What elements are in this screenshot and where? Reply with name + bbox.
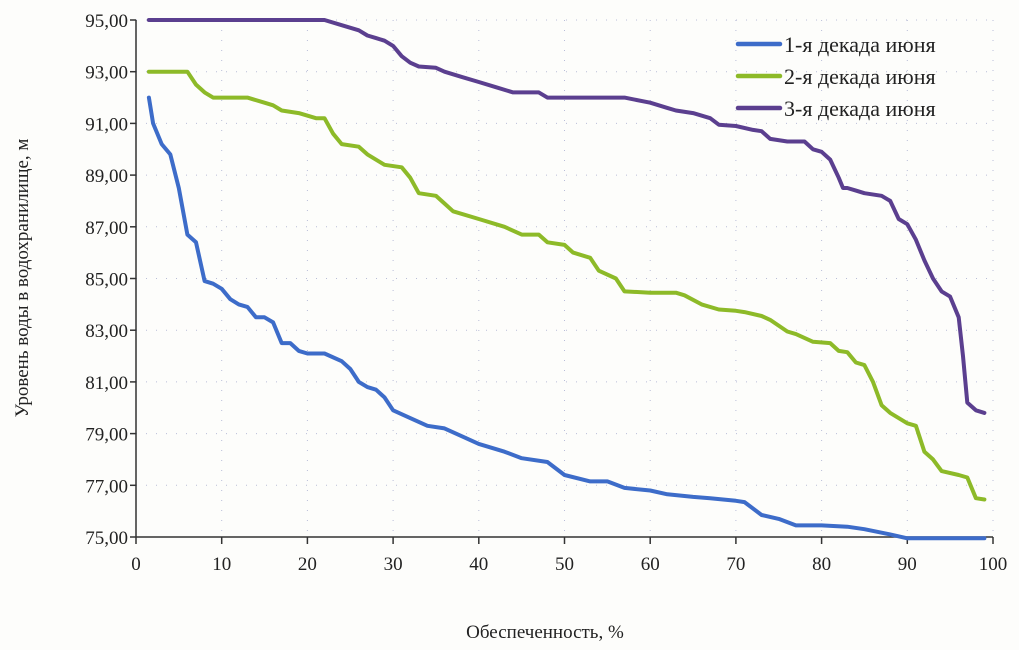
y-tick-label: 77,00 <box>85 476 128 497</box>
legend-label-1: 1-я декада июня <box>784 32 936 57</box>
x-axis-label: Обеспеченность, % <box>466 622 624 643</box>
y-tick-label: 83,00 <box>85 321 128 342</box>
y-tick-label: 95,00 <box>85 11 128 32</box>
series-line-3 <box>146 18 987 415</box>
y-tick-label: 79,00 <box>85 425 128 446</box>
y-tick-label: 89,00 <box>85 166 128 187</box>
x-tick-label: 10 <box>212 554 231 575</box>
legend-label-3: 3-я декада июня <box>784 96 936 121</box>
y-tick-label: 81,00 <box>85 373 128 394</box>
x-tick-label: 30 <box>384 554 403 575</box>
series-lines <box>146 18 987 541</box>
legend-label-2: 2-я декада июня <box>784 64 936 89</box>
y-axis-label: Уровень воды в водохранилище, м <box>12 139 33 418</box>
y-tick-label: 75,00 <box>85 528 128 549</box>
y-tick-label: 85,00 <box>85 270 128 291</box>
x-tick-label: 0 <box>131 554 141 575</box>
x-tick-label: 50 <box>555 554 574 575</box>
series-line-1 <box>146 95 987 541</box>
y-ticks: 75,00 77,00 79,00 81,00 83,00 85,00 87,00 89,00… <box>85 11 136 549</box>
x-tick-label: 60 <box>641 554 660 575</box>
x-ticks: 0 10 20 30 40 50 60 70 80 90 100 <box>131 537 1007 575</box>
series-line-2 <box>146 69 987 502</box>
x-tick-label: 80 <box>812 554 831 575</box>
legend: 1-я декада июня 2-я декада июня 3-я декада… <box>735 32 936 121</box>
y-tick-label: 87,00 <box>85 218 128 239</box>
x-tick-label: 100 <box>979 554 1008 575</box>
y-tick-label: 91,00 <box>85 114 128 135</box>
y-tick-label: 93,00 <box>85 63 128 84</box>
x-tick-label: 20 <box>298 554 317 575</box>
x-tick-label: 90 <box>898 554 917 575</box>
x-tick-label: 70 <box>726 554 745 575</box>
grid <box>136 19 994 537</box>
x-tick-label: 40 <box>469 554 488 575</box>
